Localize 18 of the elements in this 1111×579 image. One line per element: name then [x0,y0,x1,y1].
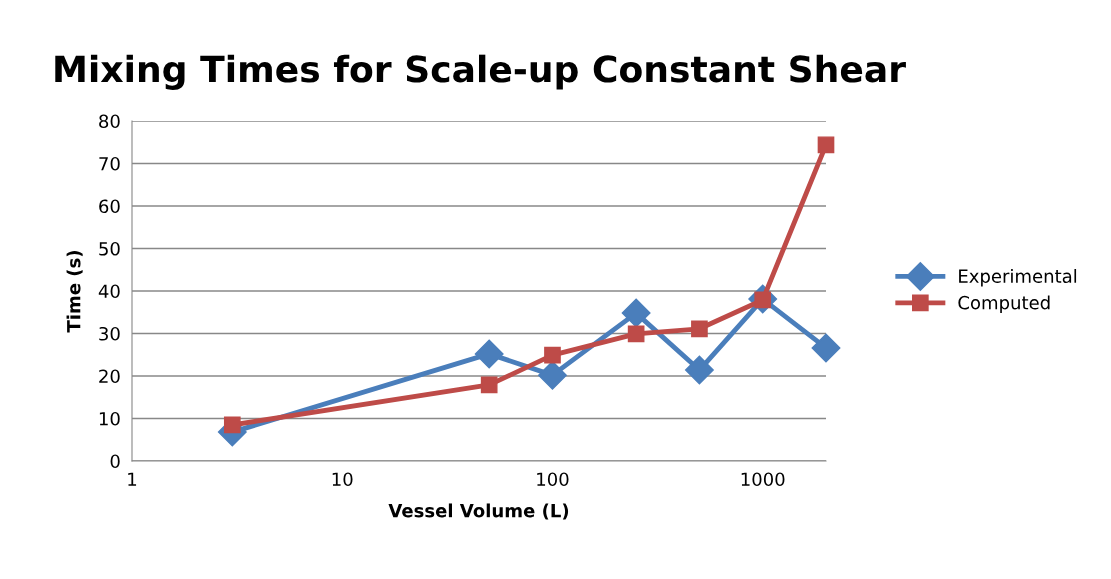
x-tick-label: 100 [537,472,569,487]
y-axis-title: Time (s) [66,251,83,333]
legend-label: Computed [958,295,1050,313]
y-tick-label: 80 [99,114,120,129]
y-tick-label: 20 [99,369,120,384]
y-tick-label: 60 [99,199,120,214]
chart-title: Mixing Times for Scale-up Constant Shear [55,54,906,90]
y-tick-label: 10 [99,411,120,426]
x-axis-title: Vessel Volume (L) [388,503,569,520]
y-tick-label: 50 [99,241,120,256]
y-tick-label: 30 [99,326,120,341]
y-tick-label: 0 [110,454,120,469]
x-tick-label: 10 [332,472,353,487]
legend-label: Experimental [959,269,1077,287]
x-tick-label: 1 [128,472,137,486]
y-tick-label: 40 [98,284,120,299]
y-tick-label: 70 [99,156,120,171]
x-tick-label: 1000 [741,472,785,487]
